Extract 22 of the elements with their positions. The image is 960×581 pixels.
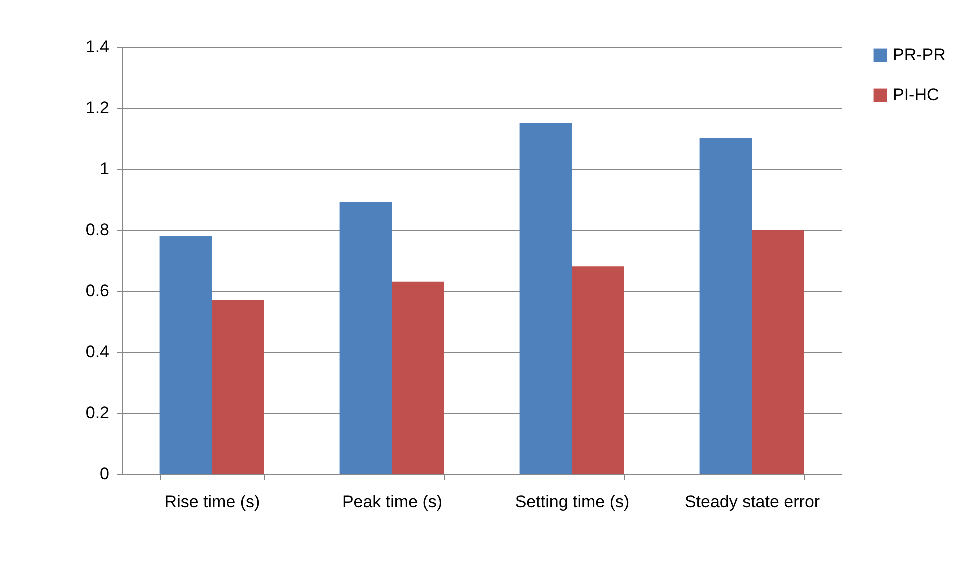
x-tick-label: Rise time (s) [164,492,260,512]
y-tick-label: 0.2 [86,404,110,422]
y-tick-label: 0.4 [86,342,110,362]
y-tick-label: 1.2 [86,98,110,118]
y-tick-label: 1 [100,160,110,178]
y-tick-label: 0 [100,464,110,484]
x-tick-label: Steady state error [684,492,820,512]
bar [340,202,392,474]
bar [572,266,624,474]
bar [212,300,264,474]
legend-label: PI-HC [893,86,940,104]
bar [392,282,444,474]
y-tick-label: 0.6 [86,282,110,300]
bar [520,123,572,474]
x-tick-label: Peak time (s) [342,492,443,512]
legend-label: PR-PR [893,46,946,64]
bar [752,230,804,474]
y-tick-label: 1.4 [86,38,110,56]
x-tick-label: Setting time (s) [515,492,630,512]
bar [700,138,752,474]
y-tick-label: 0.8 [86,220,110,240]
bar [160,236,212,474]
